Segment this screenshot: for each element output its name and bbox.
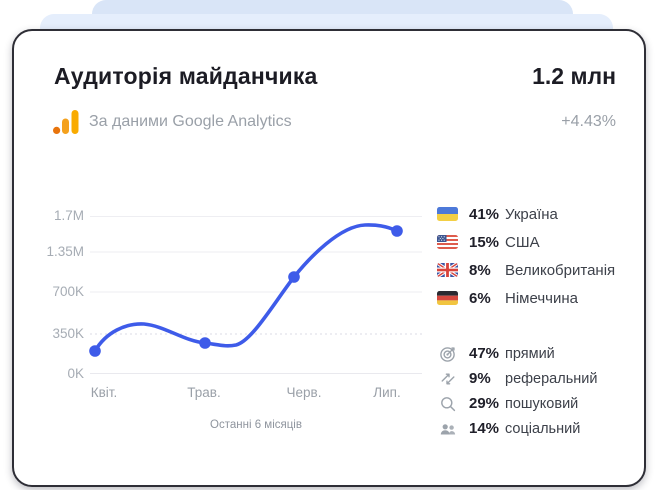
source-row: 29% пошуковий — [437, 391, 597, 416]
country-name: Великобританія — [505, 261, 616, 279]
country-row: 41% Україна — [437, 200, 615, 228]
country-name: Німеччина — [505, 289, 578, 307]
country-row: 15% США — [437, 228, 615, 256]
source-name: соціальний — [505, 420, 581, 437]
source-percent: 29% — [469, 395, 500, 412]
country-name: Україна — [505, 205, 558, 223]
x-axis-tick: Лип. — [373, 385, 401, 400]
uk-flag-icon — [437, 263, 458, 277]
line-chart — [89, 216, 422, 374]
country-name: США — [505, 233, 540, 251]
y-axis-tick: 1.35M — [46, 244, 84, 259]
audience-total-value: 1.2 млн — [532, 63, 616, 89]
x-axis-tick: Трав. — [187, 385, 221, 400]
data-point-jul — [391, 225, 403, 237]
data-source-label: За даними Google Analytics — [89, 113, 292, 130]
usa-flag-icon — [437, 235, 458, 249]
countries-list: 41% Україна 15% США — [437, 200, 615, 312]
data-point-jun — [288, 271, 300, 283]
data-point-may — [199, 337, 211, 349]
germany-flag-icon — [437, 291, 458, 305]
source-percent: 14% — [469, 420, 500, 437]
y-axis-tick: 0K — [67, 366, 84, 381]
traffic-sources-list: 47% прямий 9% реферальний 29% пошуковий — [437, 341, 597, 441]
source-name: реферальний — [505, 370, 598, 387]
country-percent: 41% — [469, 205, 500, 223]
source-percent: 47% — [469, 345, 500, 362]
card-title: Аудиторія майданчика — [54, 63, 318, 89]
y-axis-tick: 1.7M — [53, 208, 84, 223]
country-percent: 8% — [469, 261, 491, 279]
x-axis-tick: Квіт. — [90, 385, 118, 400]
y-axis-tick: 350K — [52, 326, 84, 341]
y-axis-tick: 700K — [52, 284, 84, 299]
audience-card: Аудиторія майданчика 1.2 млн За даними G… — [12, 29, 646, 487]
data-point-apr — [89, 345, 101, 357]
source-name: пошуковий — [505, 395, 579, 412]
source-name: прямий — [505, 345, 555, 362]
google-analytics-icon — [53, 109, 79, 134]
chart-caption: Останні 6 місяців — [210, 419, 302, 431]
country-row: 8% Великобританія — [437, 256, 615, 284]
source-percent: 9% — [469, 370, 491, 387]
country-row: 6% Німеччина — [437, 284, 615, 312]
ukraine-flag-icon — [437, 207, 458, 221]
source-row: 9% реферальний — [437, 366, 597, 391]
source-row: 14% соціальний — [437, 416, 597, 441]
growth-delta: +4.43% — [561, 113, 616, 130]
chart-line — [93, 223, 399, 353]
country-percent: 15% — [469, 233, 500, 251]
country-percent: 6% — [469, 289, 491, 307]
x-axis-tick: Черв. — [286, 385, 322, 400]
goal-icon — [439, 346, 455, 362]
search-icon — [440, 396, 455, 411]
source-row: 47% прямий — [437, 341, 597, 366]
social-icon — [440, 423, 455, 434]
referral-icon — [441, 373, 454, 384]
